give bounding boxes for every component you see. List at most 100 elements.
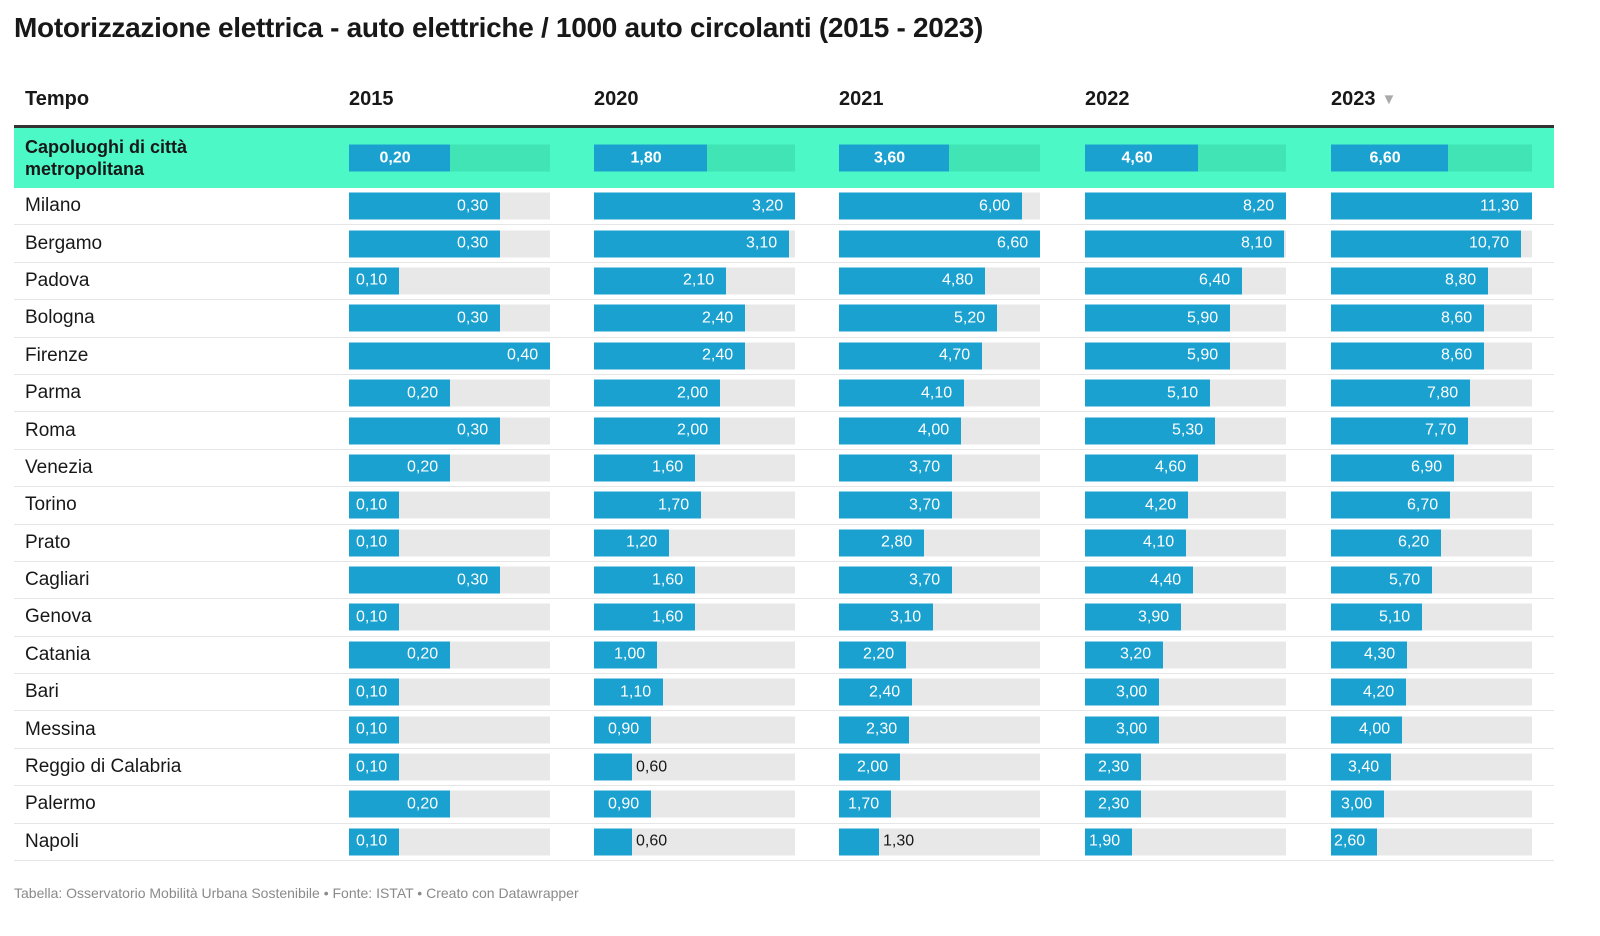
bar-fill (349, 529, 399, 557)
bar-value-label: 4,20 (1145, 496, 1177, 514)
bar-value-label: 6,00 (979, 197, 1011, 215)
row-label: Catania (25, 643, 91, 665)
bar-cell: 3,00 (1085, 678, 1286, 706)
bar-fill (839, 753, 900, 781)
header-year-2022[interactable]: 2022 (1085, 88, 1130, 111)
bar-cell: 4,40 (1085, 566, 1286, 594)
bar-cell: 5,70 (1331, 566, 1532, 594)
bar-cell: 3,60 (839, 144, 1040, 172)
bar-cell: 0,10 (349, 267, 550, 295)
bar-cell: 0,10 (349, 753, 550, 781)
bar-fill (1331, 566, 1432, 594)
table-row: Roma 0,30 2,00 4,00 5,30 7,70 (14, 412, 1554, 450)
bar-value-label: 0,10 (356, 720, 388, 738)
row-label: Bergamo (25, 232, 103, 254)
bar-cell: 0,20 (349, 454, 550, 482)
bar-cell: 4,60 (1085, 454, 1286, 482)
bar-value-label: 2,00 (677, 384, 709, 402)
bar-value-label: 6,40 (1199, 271, 1231, 289)
bar-fill (594, 144, 707, 172)
bar-value-label: 5,10 (1379, 608, 1411, 626)
bar-cell: 6,40 (1085, 267, 1286, 295)
bar-value-label: 8,60 (1441, 346, 1473, 364)
bar-value-label: 2,30 (1098, 758, 1130, 776)
bar-value-label: 4,10 (1143, 533, 1175, 551)
bar-cell: 3,90 (1085, 603, 1286, 631)
header-year-label: 2023 (1331, 88, 1376, 110)
header-year-2015[interactable]: 2015 (349, 88, 394, 111)
bar-cell: 4,70 (839, 342, 1040, 370)
bar-value-label: 1,60 (652, 608, 684, 626)
row-label: Napoli (25, 830, 79, 852)
bar-fill (1085, 454, 1198, 482)
row-label: Torino (25, 494, 77, 516)
header-label-tempo[interactable]: Tempo (25, 88, 90, 110)
bar-value-label: 4,60 (1121, 149, 1153, 166)
header-year-2023[interactable]: 2023 ▼ (1331, 88, 1396, 111)
bar-cell: 4,80 (839, 267, 1040, 295)
bar-cell: 2,00 (594, 379, 795, 407)
bar-cell: 2,40 (594, 342, 795, 370)
bar-cell: 5,10 (1331, 603, 1532, 631)
row-label: Reggio di Calabria (25, 756, 182, 778)
bar-fill (594, 529, 669, 557)
bar-cell: 6,70 (1331, 491, 1532, 519)
bar-cell: 0,20 (349, 379, 550, 407)
bar-cell: 6,60 (839, 230, 1040, 258)
bar-fill (594, 716, 651, 744)
bar-cell: 0,20 (349, 790, 550, 818)
bar-value-label: 0,60 (636, 758, 668, 776)
bar-fill (1331, 790, 1384, 818)
table-row: Padova 0,10 2,10 4,80 6,40 8,80 (14, 263, 1554, 301)
bar-value-label: 0,10 (356, 683, 388, 701)
bar-value-label: 2,00 (857, 758, 889, 776)
bar-cell: 0,10 (349, 491, 550, 519)
bar-fill (594, 230, 789, 258)
table-row: Torino 0,10 1,70 3,70 4,20 6,70 (14, 487, 1554, 525)
bar-cell: 0,10 (349, 529, 550, 557)
bar-cell: 0,30 (349, 230, 550, 258)
bar-value-label: 5,20 (954, 309, 986, 327)
bar-cell: 4,00 (1331, 716, 1532, 744)
bar-fill (1085, 566, 1193, 594)
table-row: Firenze 0,40 2,40 4,70 5,90 8,60 (14, 338, 1554, 375)
bar-cell: 6,90 (1331, 454, 1532, 482)
bar-value-label: 0,10 (356, 608, 388, 626)
bar-value-label: 2,40 (702, 309, 734, 327)
bar-cell: 5,20 (839, 304, 1040, 332)
bar-fill (349, 304, 500, 332)
bar-cell: 3,00 (1331, 790, 1532, 818)
row-label: Firenze (25, 344, 89, 366)
bar-cell: 2,40 (594, 304, 795, 332)
bar-cell: 2,40 (839, 678, 1040, 706)
bar-value-label: 1,30 (883, 832, 915, 850)
bar-fill (1085, 417, 1215, 445)
bar-value-label: 4,00 (918, 421, 950, 439)
bar-fill (594, 454, 695, 482)
row-label: Messina (25, 718, 96, 740)
bar-fill (594, 603, 695, 631)
bar-cell: 8,60 (1331, 304, 1532, 332)
table-row: Parma 0,20 2,00 4,10 5,10 7,80 (14, 375, 1554, 413)
row-label: Bari (25, 681, 59, 703)
bar-value-label: 8,20 (1243, 197, 1275, 215)
row-label: Genova (25, 606, 92, 628)
table-header-row: Tempo 2015 2020 2021 2022 2023 ▼ (14, 80, 1554, 128)
bar-fill (1331, 267, 1488, 295)
bar-value-label: 3,70 (909, 458, 941, 476)
bar-cell: 3,20 (594, 192, 795, 220)
bar-cell: 2,30 (839, 716, 1040, 744)
bar-value-label: 0,20 (407, 795, 439, 813)
header-year-2020[interactable]: 2020 (594, 88, 639, 111)
bar-value-label: 2,00 (677, 421, 709, 439)
bar-fill (349, 753, 399, 781)
bar-value-label: 6,90 (1411, 458, 1443, 476)
table-row: Napoli 0,10 0,60 1,30 1,90 2,60 (14, 824, 1554, 862)
header-year-2021[interactable]: 2021 (839, 88, 884, 111)
bar-cell: 2,20 (839, 641, 1040, 669)
bar-fill (349, 342, 550, 370)
sort-down-triangle-icon[interactable]: ▼ (1381, 91, 1397, 108)
bar-value-label: 2,80 (881, 533, 913, 551)
bar-fill (594, 192, 795, 220)
bar-value-label: 2,60 (1334, 832, 1366, 850)
